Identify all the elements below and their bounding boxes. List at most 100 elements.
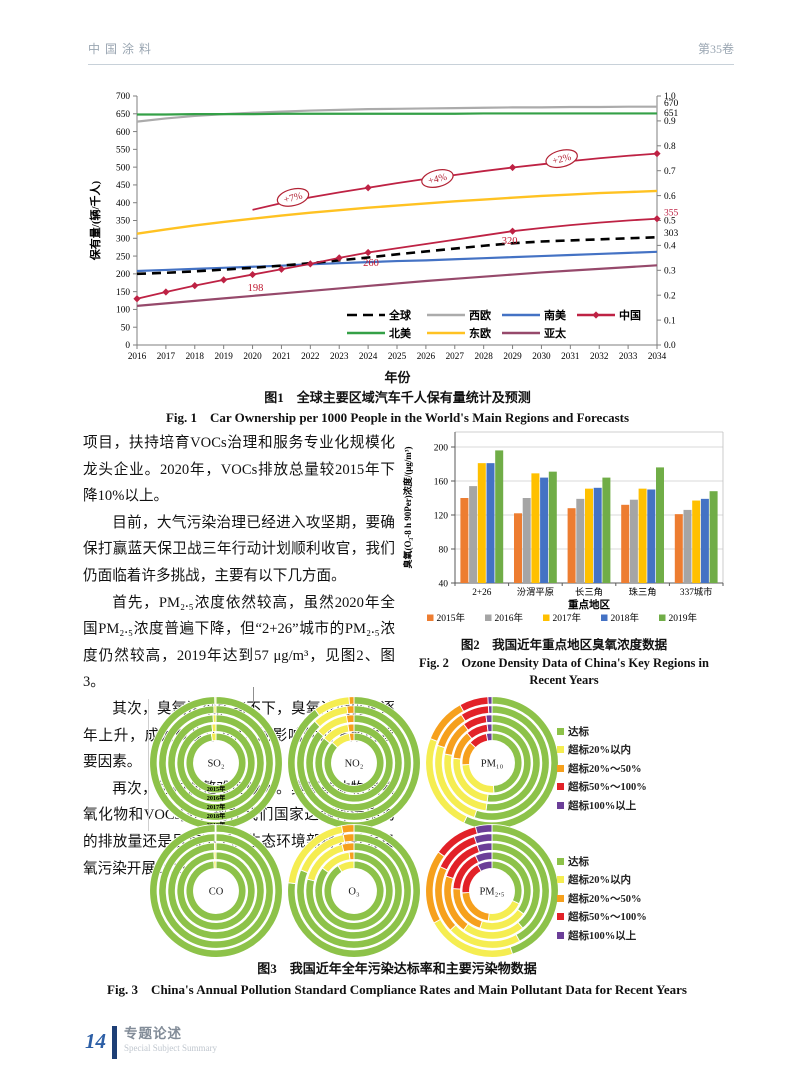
legend-item: 超标100%以上	[557, 796, 677, 815]
legend-swatch	[557, 857, 564, 865]
legend-item: 超标100%以上	[557, 926, 677, 945]
svg-text:西欧: 西欧	[469, 308, 491, 322]
legend-label: 达标	[568, 856, 589, 868]
svg-text:2024: 2024	[359, 351, 378, 361]
svg-text:2025: 2025	[388, 351, 407, 361]
svg-text:0: 0	[125, 341, 130, 351]
svg-text:2018: 2018	[186, 351, 205, 361]
svg-text:PM₁₀: PM₁₀	[481, 759, 504, 770]
svg-text:2028: 2028	[474, 351, 493, 361]
legend-label: 超标20%以内	[568, 745, 631, 757]
donut-rings: SO₂2015年2016年2017年2018年2019年	[149, 696, 283, 830]
legend-label: 超标20%～50%	[568, 763, 642, 775]
svg-text:2034: 2034	[648, 351, 667, 361]
paragraph: 项目，扶持培育VOCs治理和服务专业化规模化龙头企业。2020年，VOCs排放总…	[83, 435, 395, 505]
svg-text:160: 160	[434, 477, 449, 487]
svg-text:40: 40	[439, 579, 449, 589]
svg-text:PM₂.₅: PM₂.₅	[479, 887, 504, 898]
legend-item: 达标	[557, 722, 677, 741]
fig1-caption-cn: 图1 全球主要区域汽车千人保有量统计及预测	[264, 390, 531, 405]
legend-swatch	[557, 746, 564, 754]
svg-text:0.7: 0.7	[664, 167, 676, 177]
svg-text:中国: 中国	[619, 308, 641, 322]
svg-text:2030: 2030	[532, 351, 551, 361]
svg-text:东欧: 东欧	[469, 326, 491, 340]
donut-rings: NO₂	[287, 696, 421, 830]
svg-text:400: 400	[116, 199, 130, 209]
fig1-line-chart: 0 50 100 150 200 250 300 350 400 450 500 550 600 650 7…	[88, 92, 679, 361]
fig3-legend: 达标 超标20%以内 超标20%～50% 超标50%～100% 超标100%以上	[557, 852, 677, 945]
fig2-bar-chart: 40 80 120 160 200 臭氧(O₃-8 h 90Per)浓度/(μg/m³) 2…	[402, 431, 724, 624]
svg-text:2032: 2032	[590, 351, 609, 361]
svg-text:2015年: 2015年	[437, 612, 466, 624]
svg-text:珠三角: 珠三角	[629, 586, 657, 598]
page-footer: 14 专题论述 Special Subject Summary	[85, 1026, 217, 1059]
legend-label: 超标100%以上	[568, 800, 637, 812]
svg-text:350: 350	[116, 217, 130, 227]
donut-rings: PM₁₀	[425, 696, 559, 830]
svg-text:2015年: 2015年	[207, 785, 226, 793]
svg-text:重点地区: 重点地区	[568, 598, 610, 611]
figure3-left-edge	[148, 699, 149, 831]
svg-text:337城市: 337城市	[680, 586, 713, 598]
donut-chart-CO: CO	[149, 824, 283, 963]
svg-text:NO₂: NO₂	[345, 759, 364, 770]
figure-1: 0 50 100 150 200 250 300 350 400 450 500 550 600 650 7…	[85, 86, 710, 426]
svg-text:1.0: 1.0	[664, 92, 676, 102]
svg-text:651: 651	[664, 109, 679, 119]
fig3-caption-en: Fig. 3 China's Annual Pollution Standard…	[107, 982, 687, 997]
svg-text:2020: 2020	[243, 351, 262, 361]
svg-text:2016: 2016	[128, 351, 147, 361]
donut-chart-NO: NO₂	[287, 696, 421, 835]
svg-text:650: 650	[116, 110, 130, 120]
legend-item: 超标50%～100%	[557, 908, 677, 927]
legend-label: 超标100%以上	[568, 930, 637, 942]
legend-item: 超标20%以内	[557, 741, 677, 760]
svg-text:2026: 2026	[417, 351, 436, 361]
legend-swatch	[557, 783, 564, 791]
svg-text:2017: 2017	[157, 351, 176, 361]
svg-text:150: 150	[116, 288, 130, 298]
svg-text:2017年: 2017年	[207, 803, 226, 811]
svg-text:全球: 全球	[388, 308, 412, 322]
svg-text:500: 500	[116, 163, 130, 173]
svg-text:260: 260	[363, 258, 379, 269]
legend-item: 超标20%～50%	[557, 759, 677, 778]
legend-swatch	[557, 801, 564, 809]
svg-text:2019: 2019	[214, 351, 233, 361]
svg-text:亚太: 亚太	[544, 326, 567, 340]
legend-label: 达标	[568, 726, 589, 738]
legend-label: 超标20%以内	[568, 875, 631, 887]
donut-chart-SO: SO₂2015年2016年2017年2018年2019年	[149, 696, 283, 835]
fig3-legend: 达标超标20%以内 超标20%～50% 超标50%～100% 超标100%以上	[557, 722, 677, 815]
legend-label: 超标50%～100%	[568, 912, 647, 924]
svg-text:0.2: 0.2	[664, 291, 676, 301]
svg-text:0.3: 0.3	[664, 267, 676, 277]
svg-text:0.5: 0.5	[664, 217, 676, 227]
svg-text:670: 670	[664, 99, 679, 109]
svg-text:250: 250	[116, 252, 130, 262]
svg-text:200: 200	[434, 443, 449, 453]
svg-text:2029: 2029	[503, 351, 522, 361]
svg-text:2022: 2022	[301, 351, 320, 361]
svg-text:100: 100	[116, 306, 130, 316]
legend-item: 超标50%～100%	[557, 778, 677, 797]
svg-text:CO: CO	[209, 887, 224, 898]
svg-text:2031: 2031	[561, 351, 580, 361]
svg-text:0.6: 0.6	[664, 192, 676, 202]
svg-text:355: 355	[664, 209, 679, 219]
legend-label: 超标50%～100%	[568, 782, 647, 794]
svg-text:80: 80	[439, 545, 449, 555]
svg-text:O₃: O₃	[348, 887, 360, 898]
svg-text:北美: 北美	[389, 326, 412, 340]
donut-rings: PM₂.₅	[425, 824, 559, 958]
section-title-cn: 专题论述	[124, 1026, 182, 1041]
donut-rings: O₃	[287, 824, 421, 958]
svg-text:0.1: 0.1	[664, 316, 676, 326]
svg-text:汾渭平原: 汾渭平原	[517, 587, 554, 598]
svg-text:+2%: +2%	[551, 152, 572, 167]
legend-item: 超标20%以内	[557, 871, 677, 890]
svg-text:600: 600	[116, 128, 130, 138]
footer-section: 专题论述 Special Subject Summary	[124, 1026, 217, 1054]
